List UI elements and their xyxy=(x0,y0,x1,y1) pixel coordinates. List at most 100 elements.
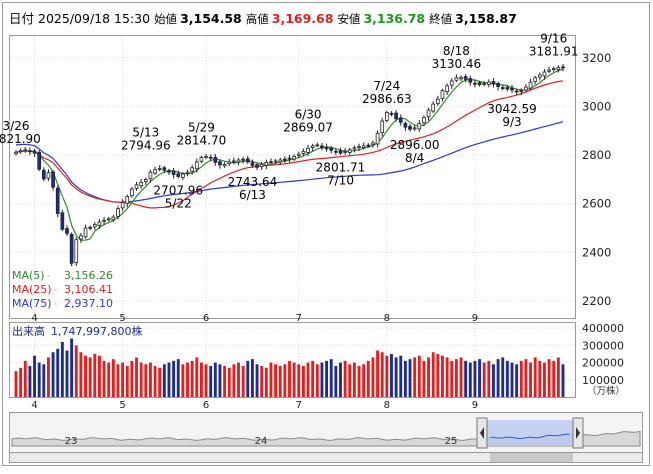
candle-body xyxy=(394,112,398,120)
candle-body xyxy=(232,160,236,163)
volume-tick-label: 100000 xyxy=(582,374,624,387)
navigator-selection[interactable] xyxy=(487,420,573,446)
candle-body xyxy=(315,144,320,147)
volume-bar xyxy=(501,357,505,397)
candle-body xyxy=(537,74,542,78)
volume-bar xyxy=(366,360,370,397)
month-label-price: 7 xyxy=(296,313,302,324)
candle-body xyxy=(241,158,245,161)
volume-bar xyxy=(533,357,537,397)
price-tick-label: 2400 xyxy=(582,245,611,259)
volume-bar xyxy=(371,357,375,397)
volume-bar xyxy=(88,357,92,397)
volume-bar xyxy=(450,360,454,397)
volume-bar xyxy=(70,338,74,397)
candle-body xyxy=(245,158,250,163)
candle-body xyxy=(283,158,287,161)
candle-body xyxy=(255,164,259,168)
candle-body xyxy=(46,172,51,179)
candle-body xyxy=(259,163,264,167)
volume-bar xyxy=(209,366,213,397)
month-labels: 4 4 5 5 6 6 7 7 8 8 9 9 xyxy=(31,313,478,411)
candle-body xyxy=(79,235,83,240)
volume-value: 1,747,997,800株 xyxy=(51,324,142,338)
month-label-price: 6 xyxy=(203,313,209,324)
candle-body xyxy=(176,173,181,177)
volume-bar xyxy=(538,360,542,397)
volume-bar xyxy=(343,360,347,397)
volume-bar xyxy=(176,359,180,397)
header-text: 日付 2025/09/18 15:30 始値 3,154.58 高値 3,169.68 安値… xyxy=(9,11,517,26)
volume-bar xyxy=(436,353,440,397)
candle-body xyxy=(338,150,343,154)
candle-body xyxy=(324,146,329,150)
legend-ma5-value: 3,156.26 xyxy=(64,269,113,282)
candle-body xyxy=(97,221,102,226)
volume-bar xyxy=(116,364,120,397)
high-value: 3,169.68 xyxy=(272,11,334,26)
navigator-scrollbar[interactable] xyxy=(9,452,643,463)
candle-body xyxy=(213,156,218,163)
volume-bar xyxy=(241,366,245,397)
candle-body xyxy=(55,187,60,214)
navigator-year-23: 23 xyxy=(65,436,78,447)
volume-bar xyxy=(505,360,509,397)
volume-bar xyxy=(60,341,64,397)
volume-bar xyxy=(556,357,560,397)
candle-body xyxy=(329,147,334,151)
candles xyxy=(14,63,565,267)
candle-body xyxy=(83,227,88,238)
candle-body xyxy=(92,224,97,228)
volume-bar xyxy=(492,364,495,397)
navigator-scroll-thumb[interactable] xyxy=(490,453,573,462)
volume-grid xyxy=(10,323,575,397)
candle-body xyxy=(51,171,55,188)
volume-bar xyxy=(121,362,125,397)
navigator-year-24: 24 xyxy=(255,436,268,447)
volume-bar xyxy=(37,362,41,397)
candle-body xyxy=(431,103,436,112)
candle-body xyxy=(167,170,171,173)
date-value: 2025/09/18 15:30 xyxy=(38,11,150,26)
legend-ma25: MA(25) -3,106.41 xyxy=(12,283,113,296)
candle-body xyxy=(65,228,69,234)
candle-body xyxy=(398,117,403,123)
volume-bar xyxy=(181,364,185,397)
volume-bar xyxy=(431,352,435,397)
volume-bar xyxy=(246,360,250,397)
volume-bar xyxy=(148,362,152,397)
candle-body xyxy=(134,184,139,189)
candle-body xyxy=(208,156,213,159)
volume-bar xyxy=(107,362,111,397)
annotation-value: 2896.00 xyxy=(390,138,440,152)
volume-label: 出来高 xyxy=(12,324,45,338)
volume-bar xyxy=(74,345,78,397)
candle-body xyxy=(357,146,361,149)
candle-body xyxy=(74,239,79,263)
ma25-line xyxy=(15,80,564,209)
candle-body xyxy=(473,82,477,85)
candle-body xyxy=(491,81,496,85)
candle-body xyxy=(524,86,528,91)
month-label-volume: 7 xyxy=(296,400,302,411)
volume-bar xyxy=(227,367,231,397)
low-label: 安値 xyxy=(337,12,360,26)
candle-body xyxy=(60,212,65,230)
range-navigator[interactable]: 23 24 25 xyxy=(9,412,643,463)
volume-bar xyxy=(47,357,50,397)
candle-body xyxy=(551,68,556,70)
volume-bar xyxy=(478,359,481,397)
volume-bar xyxy=(19,367,23,397)
volume-bar xyxy=(301,366,305,397)
volume-bar xyxy=(408,359,412,397)
candle-body xyxy=(28,150,32,153)
candle-body xyxy=(500,87,505,89)
volume-bar xyxy=(237,362,240,397)
candle-body xyxy=(301,151,306,154)
candle-body xyxy=(130,188,134,197)
annotation-date: 7/10 xyxy=(327,174,354,188)
left-arrow-icon xyxy=(480,427,484,439)
candle-body xyxy=(496,83,500,87)
candle-body xyxy=(547,69,551,72)
